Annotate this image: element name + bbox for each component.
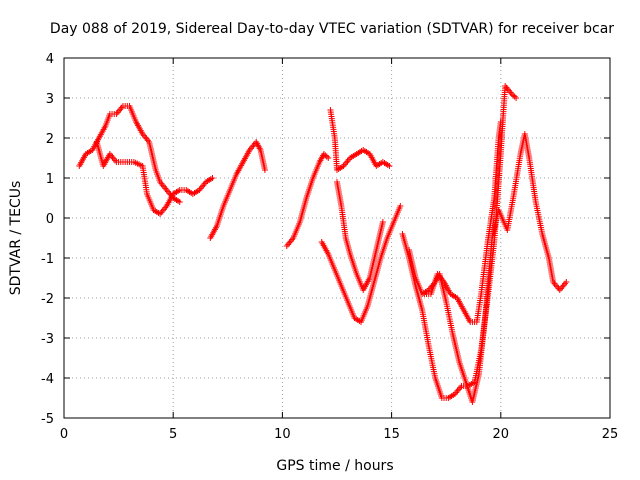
- axis-ticks: [63, 57, 611, 419]
- data-points: [76, 83, 570, 405]
- data-point: [386, 163, 393, 169]
- data-point: [323, 153, 330, 160]
- x-tick-label: 5: [169, 427, 177, 442]
- y-tick-label: 2: [46, 132, 54, 147]
- series-track-7: [334, 179, 386, 293]
- x-tick-label: 25: [602, 427, 619, 442]
- y-tick-label: -1: [41, 252, 54, 267]
- series-track-4: [283, 151, 332, 249]
- data-point: [511, 93, 518, 100]
- series-track-9: [406, 131, 570, 405]
- data-point: [563, 279, 570, 285]
- series-track-2: [93, 139, 216, 217]
- data-point: [379, 219, 386, 225]
- data-point: [510, 92, 517, 99]
- data-point: [325, 155, 332, 161]
- series-track-3: [207, 139, 268, 241]
- data-point: [261, 167, 268, 173]
- chart-title: Day 088 of 2019, Sidereal Day-to-day VTE…: [50, 21, 614, 37]
- data-point: [322, 152, 329, 159]
- y-tick-label: -4: [41, 372, 54, 387]
- data-point: [513, 95, 520, 101]
- y-tick-label: 1: [46, 172, 54, 187]
- series-track-5: [318, 203, 404, 325]
- data-point: [497, 119, 504, 125]
- y-axis-label: SDTVAR / TECUs: [8, 181, 24, 296]
- x-tick-label: 20: [493, 427, 510, 442]
- y-tick-label: 4: [46, 52, 54, 67]
- series-track-10: [421, 119, 504, 325]
- x-tick-labels: 0 5 10 15 20 25: [60, 427, 618, 442]
- series-track-1: [76, 103, 183, 205]
- x-tick-label: 10: [274, 427, 291, 442]
- x-axis-label: GPS time / hours: [276, 458, 393, 474]
- x-tick-label: 0: [60, 427, 68, 442]
- data-point: [397, 203, 404, 209]
- plot-frame: [63, 57, 611, 419]
- y-tick-labels: -5 -4 -3 -2 -1 0 1 2 3 4: [41, 52, 54, 427]
- series-track-6: [327, 107, 393, 173]
- data-point: [508, 91, 515, 97]
- data-point: [176, 199, 183, 205]
- data-point: [209, 175, 216, 181]
- data-point: [320, 151, 327, 157]
- x-tick-label: 15: [383, 427, 400, 442]
- y-tick-label: 3: [46, 92, 54, 107]
- y-tick-label: 0: [46, 212, 54, 227]
- y-tick-label: -3: [41, 332, 54, 347]
- y-tick-label: -5: [41, 412, 54, 427]
- y-tick-label: -2: [41, 292, 54, 307]
